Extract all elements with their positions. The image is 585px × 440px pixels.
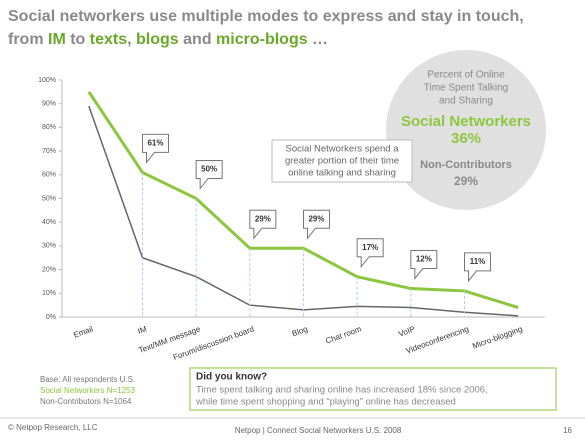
x-tick-label: IM [136,324,148,336]
callout-text: online talking and sharing [288,168,396,179]
x-tick-label: VoIP [397,324,416,338]
circle-caption: Percent of Online [427,70,505,81]
did-you-know-heading: Did you know? [196,372,267,383]
value-callout [142,133,169,164]
value-callout [356,238,384,269]
y-tick-label: 10% [42,290,56,297]
title-segment: micro-blogs [216,31,308,48]
footer-left: © Netpop Research, LLC [8,423,98,432]
title-segment: texts [90,31,127,48]
x-tick-label: Blog [291,324,309,338]
y-tick-label: 70% [42,148,56,155]
y-tick-label: 100% [38,77,56,84]
title-segment: , [127,31,136,48]
y-tick-label: 90% [42,101,56,108]
title-line2: from IM to texts, blogs and micro-blogs … [8,31,328,48]
title-segment: to [66,31,90,48]
summary-circle [386,50,546,210]
footer-center: Netpop | Connect Social Networkers U.S. … [235,426,402,435]
title-line1: Social networkers use multiple modes to … [8,8,524,25]
y-tick-label: 50% [42,195,56,202]
value-label: 50% [201,165,217,174]
value-callout [303,209,330,240]
value-label: 11% [470,257,486,266]
title-segment: IM [48,31,66,48]
circle-secondary-name: Non-Contributors [420,159,512,171]
title-segment: blogs [136,31,179,48]
page-number: 16 [563,426,572,435]
base-note: Non-Contributors N=1064 [40,397,132,406]
base-note: Social Networkers N=1253 [40,386,135,395]
x-tick-label: Chat room [324,324,362,345]
circle-secondary-value: 29% [454,174,478,188]
value-callout [249,209,277,240]
value-callout [410,250,438,280]
callout-text: Social Networkers spend a [286,144,400,155]
value-label: 29% [308,214,324,223]
did-you-know-box [189,367,557,411]
y-tick-label: 40% [42,219,56,226]
circle-primary-value: 36% [451,130,481,147]
title-segment: from [8,31,48,48]
value-label: 61% [147,139,163,148]
circle-caption: Time Spent Talking [424,83,509,94]
callout-box [271,139,413,183]
y-tick-label: 30% [42,243,56,250]
title-segment: and [179,31,216,48]
y-tick-label: 60% [42,172,56,179]
callout-text: greater portion of their time [285,156,399,167]
base-note: Base: All respondents U.S. [40,375,135,384]
y-tick-label: 80% [42,124,56,131]
y-tick-label: 0% [46,314,56,321]
did-you-know-body: Time spent talking and sharing online ha… [196,385,488,396]
value-callout [195,160,223,190]
circle-primary-name: Social Networkers [401,113,531,130]
circle-caption: and Sharing [439,96,493,107]
value-callout [464,252,491,283]
x-tick-label: Email [72,324,94,339]
value-label: 29% [255,214,271,223]
did-you-know-body: while time spent shopping and “playing” … [195,397,456,408]
value-label: 12% [416,255,432,264]
value-label: 17% [362,243,378,252]
title-segment: … [308,31,328,48]
y-tick-label: 20% [42,266,56,273]
x-tick-label: Micro-blogging [471,324,523,350]
